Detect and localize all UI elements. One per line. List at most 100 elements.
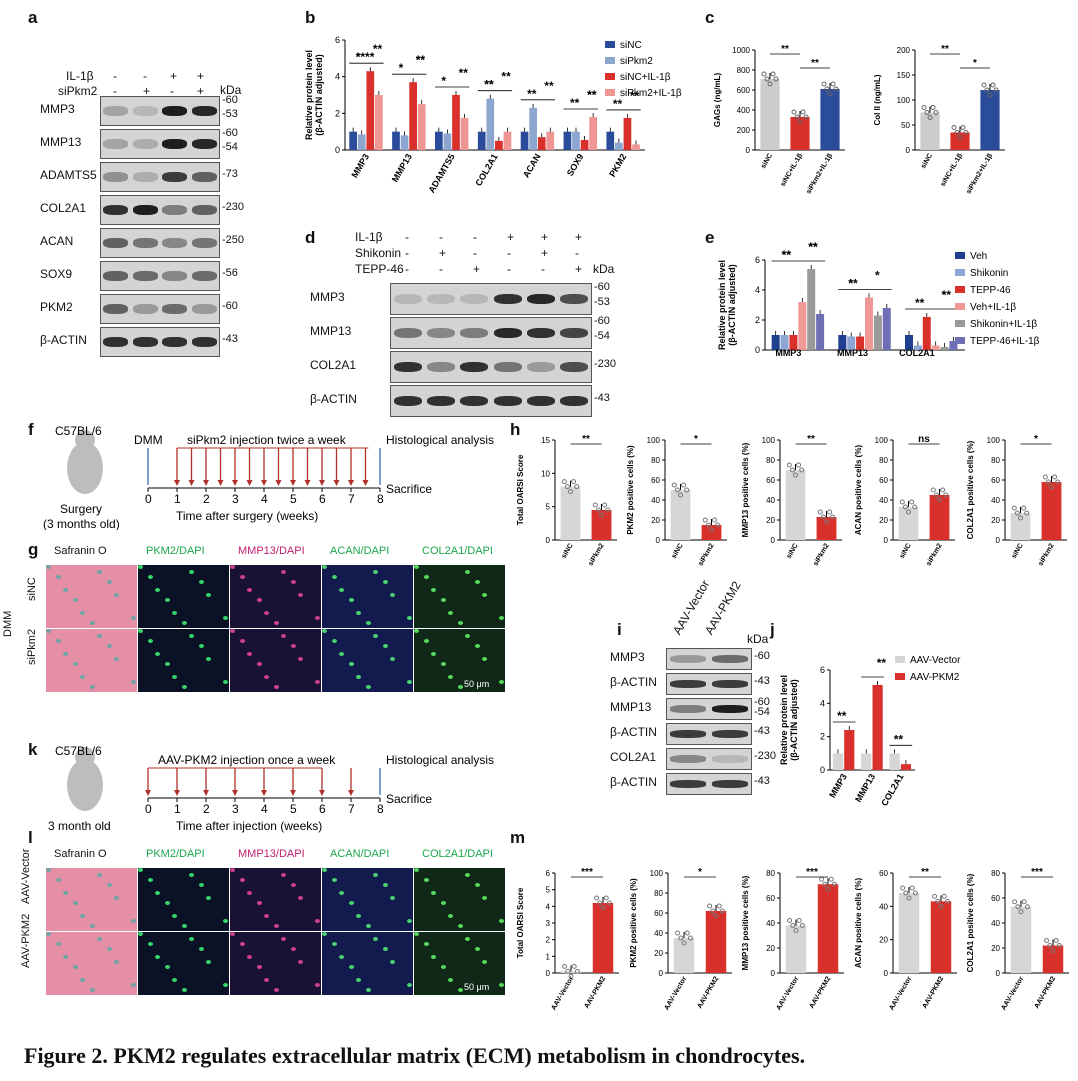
sign: +	[541, 230, 549, 244]
legend-label: Shikonin+IL-1β	[970, 319, 1037, 330]
y-tick-label: 0	[771, 969, 776, 978]
cell-dot	[356, 914, 361, 918]
y-tick-label: 150	[897, 71, 911, 80]
sign: -	[575, 246, 579, 260]
sig-label: *	[973, 58, 977, 69]
cell-dot	[240, 942, 245, 946]
band	[712, 680, 748, 688]
y-axis-label: PKM2 positive cells (%)	[626, 445, 635, 535]
injection-label: siPkm2 injection twice a week	[187, 433, 347, 447]
sig-label: ***	[806, 867, 818, 878]
data-point	[715, 522, 721, 528]
y-axis-label: (β-ACTIN adjusted)	[789, 679, 799, 761]
blot-strip	[666, 673, 752, 695]
cell-dot	[148, 942, 153, 946]
y-axis-label: ACAN positive cells (%)	[854, 878, 863, 969]
sig-label: ns	[918, 434, 930, 445]
band	[191, 204, 217, 216]
y-tick-label: 40	[991, 496, 1000, 505]
cell-dot	[182, 685, 187, 689]
column-header: PKM2/DAPI	[146, 848, 205, 860]
cell-dot	[465, 570, 470, 574]
row-label: siPkm2	[58, 84, 98, 98]
y-tick-label: 100	[897, 96, 911, 105]
data-point	[927, 115, 933, 120]
data-point	[1049, 484, 1054, 490]
time-tick-label: 1	[174, 492, 181, 506]
cell-dot	[264, 611, 269, 615]
legend-label: siPkm2	[620, 56, 653, 67]
cell-dot	[482, 896, 487, 900]
legend-swatch	[955, 320, 965, 327]
y-tick-label: 5	[546, 503, 551, 512]
arrow-head	[290, 790, 296, 796]
data-point	[797, 119, 803, 125]
cell-dot	[373, 634, 378, 638]
sig-label: **	[808, 240, 818, 254]
band	[191, 303, 217, 315]
bar	[592, 903, 614, 973]
figure-caption: Figure 2. PKM2 regulates extracellular m…	[24, 1043, 806, 1068]
band	[162, 303, 188, 315]
cell-dot	[291, 947, 296, 951]
sign: +	[473, 262, 481, 276]
band-label: COL2A1	[40, 201, 87, 215]
arrow-head	[217, 480, 224, 486]
bar	[529, 107, 537, 150]
kda-marker: -60	[754, 696, 770, 708]
data-point	[899, 499, 905, 505]
data-point	[821, 81, 827, 87]
legend-swatch	[605, 89, 615, 96]
band-label: MMP3	[610, 650, 645, 664]
data-point	[707, 903, 713, 909]
cell-dot	[298, 896, 303, 900]
y-tick-label: 0	[546, 969, 551, 978]
y-axis-label: Relative protein level	[779, 675, 789, 765]
band-label: COL2A1	[310, 358, 357, 372]
cell-dot	[206, 657, 211, 661]
cell-dot	[465, 937, 470, 941]
panel-label-h: h	[510, 420, 521, 439]
age-label: 3 month old	[48, 819, 111, 833]
data-point	[820, 514, 826, 520]
cell-dot	[339, 588, 344, 592]
bar	[865, 297, 873, 350]
data-point	[1014, 510, 1020, 516]
band	[712, 780, 748, 788]
cell-dot	[373, 873, 378, 877]
y-tick-label: 80	[766, 869, 775, 878]
band	[527, 327, 555, 339]
band	[560, 361, 589, 373]
y-tick-label: 1	[546, 952, 551, 961]
y-tick-label: 40	[879, 902, 888, 911]
band	[670, 730, 706, 738]
cell-dot	[322, 629, 327, 633]
data-point	[963, 130, 969, 135]
band	[460, 395, 489, 407]
band	[670, 780, 706, 788]
data-point	[605, 507, 611, 513]
band	[427, 395, 455, 407]
data-point	[564, 484, 570, 490]
bar	[980, 90, 1000, 150]
data-point	[1044, 938, 1050, 943]
bar	[920, 112, 940, 150]
band	[393, 361, 422, 373]
y-tick-label: 80	[654, 889, 663, 898]
band-label: PKM2	[40, 300, 73, 314]
sign: +	[197, 69, 205, 83]
cell-dot	[189, 634, 194, 638]
sign: +	[541, 246, 549, 260]
cell-dot	[291, 644, 296, 648]
data-point	[993, 87, 999, 93]
sign: -	[113, 69, 117, 83]
cell-dot	[172, 675, 177, 679]
cell-dot	[424, 942, 429, 946]
x-tick-label: siNC	[760, 153, 774, 170]
micrograph	[322, 565, 413, 628]
data-point	[990, 82, 996, 88]
band	[132, 270, 158, 282]
y-tick-label: 4	[820, 698, 825, 708]
y-tick-label: 40	[879, 496, 888, 505]
cell-dot	[97, 634, 102, 638]
